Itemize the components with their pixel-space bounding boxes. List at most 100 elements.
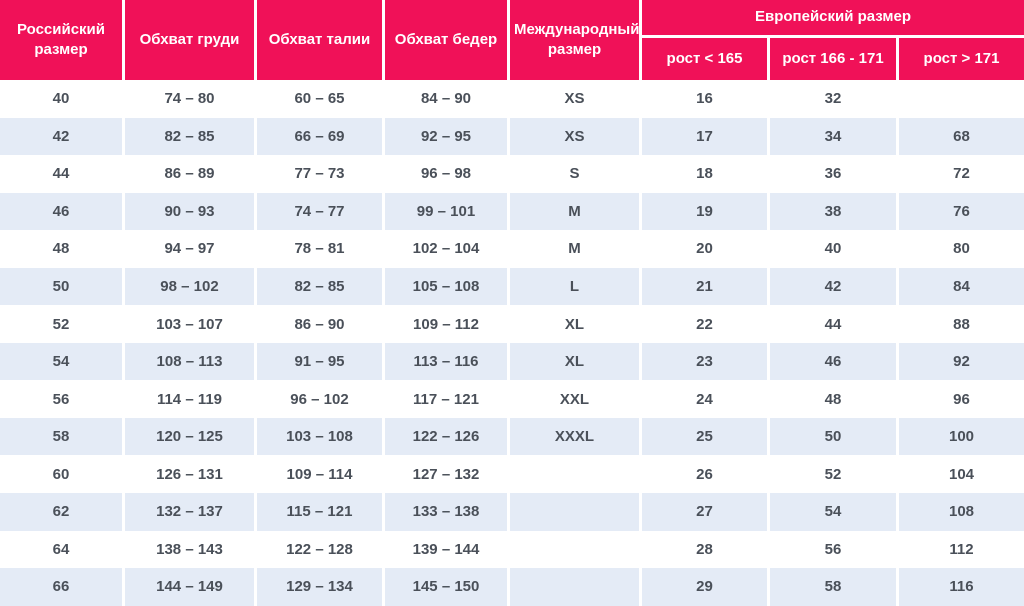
table-cell: 56	[770, 530, 899, 569]
table-cell: 40	[0, 80, 125, 118]
table-cell: 92 – 95	[385, 117, 510, 156]
table-cell: 98 – 102	[125, 267, 257, 306]
table-cell: 66 – 69	[257, 117, 385, 156]
table-cell: 104	[899, 455, 1024, 494]
col-header-height-lt-165: рост < 165	[642, 38, 770, 80]
table-cell: 84 – 90	[385, 80, 510, 118]
table-cell: 56	[0, 380, 125, 418]
table-cell: 27	[642, 493, 770, 531]
table-cell: 52	[770, 455, 899, 494]
table-cell: 38	[770, 192, 899, 231]
table-cell: S	[510, 155, 642, 193]
table-row: 40 74 – 80 60 – 65 84 – 90 XS 16 32	[0, 80, 1024, 118]
table-cell: 115 – 121	[257, 493, 385, 531]
table-cell: 122 – 126	[385, 417, 510, 456]
table-row: 60 126 – 131 109 – 114 127 – 132 26 52 104	[0, 455, 1024, 494]
table-cell: 132 – 137	[125, 493, 257, 531]
table-cell: XS	[510, 80, 642, 118]
table-cell: 117 – 121	[385, 380, 510, 418]
table-cell: 58	[0, 417, 125, 456]
table-cell: L	[510, 267, 642, 306]
table-body: 40 74 – 80 60 – 65 84 – 90 XS 16 32 42 82 – 85 66…	[0, 80, 1024, 606]
table-cell: 72	[899, 155, 1024, 193]
table-cell: 84	[899, 267, 1024, 306]
table-cell: 120 – 125	[125, 417, 257, 456]
table-cell: 94 – 97	[125, 230, 257, 268]
table-cell: 21	[642, 267, 770, 306]
table-row: 58 120 – 125 103 – 108 122 – 126 XXXL 25 50 100	[0, 417, 1024, 456]
table-cell: 26	[642, 455, 770, 494]
table-cell: 54	[0, 342, 125, 381]
table-cell: 77 – 73	[257, 155, 385, 193]
table-cell: 32	[770, 80, 899, 118]
table-cell: XXL	[510, 380, 642, 418]
table-cell: 46	[0, 192, 125, 231]
table-cell: 54	[770, 493, 899, 531]
table-cell: 133 – 138	[385, 493, 510, 531]
col-header-european-size: Европейский размер	[642, 0, 1024, 38]
table-cell: 126 – 131	[125, 455, 257, 494]
col-header-russian-size: Российский размер	[0, 0, 125, 80]
table-cell: 18	[642, 155, 770, 193]
table-cell: 86 – 90	[257, 305, 385, 343]
table-cell: 25	[642, 417, 770, 456]
table-cell: 78 – 81	[257, 230, 385, 268]
table-cell: 102 – 104	[385, 230, 510, 268]
col-header-waist: Обхват талии	[257, 0, 385, 80]
table-cell: 68	[899, 117, 1024, 156]
table-cell: 42	[0, 117, 125, 156]
table-row: 54 108 – 113 91 – 95 113 – 116 XL 23 46 92	[0, 342, 1024, 381]
table-cell: 34	[770, 117, 899, 156]
table-cell: XL	[510, 342, 642, 381]
table-cell: 52	[0, 305, 125, 343]
table-cell: 138 – 143	[125, 530, 257, 569]
table-cell	[510, 530, 642, 569]
table-row: 48 94 – 97 78 – 81 102 – 104 M 20 40 80	[0, 230, 1024, 268]
header-row-top: Российский размер Обхват груди Обхват та…	[0, 0, 1024, 80]
table-row: 62 132 – 137 115 – 121 133 – 138 27 54 108	[0, 493, 1024, 531]
table-row: 52 103 – 107 86 – 90 109 – 112 XL 22 44 88	[0, 305, 1024, 343]
table-row: 44 86 – 89 77 – 73 96 – 98 S 18 36 72	[0, 155, 1024, 193]
table-cell: 103 – 107	[125, 305, 257, 343]
table-cell: 116	[899, 568, 1024, 606]
table-cell: 92	[899, 342, 1024, 381]
table-cell: 42	[770, 267, 899, 306]
table-cell	[510, 455, 642, 494]
table-row: 64 138 – 143 122 – 128 139 – 144 28 56 112	[0, 530, 1024, 569]
table-header: Российский размер Обхват груди Обхват та…	[0, 0, 1024, 80]
table-cell: 22	[642, 305, 770, 343]
col-header-chest: Обхват груди	[125, 0, 257, 80]
col-header-height-166-171: рост 166 - 171	[770, 38, 899, 80]
table-cell: 80	[899, 230, 1024, 268]
table-cell: 20	[642, 230, 770, 268]
table-cell: 100	[899, 417, 1024, 456]
table-cell: 74 – 80	[125, 80, 257, 118]
table-cell: 103 – 108	[257, 417, 385, 456]
table-cell: 17	[642, 117, 770, 156]
col-header-hips: Обхват бедер	[385, 0, 510, 80]
table-cell: 62	[0, 493, 125, 531]
table-cell: 50	[770, 417, 899, 456]
col-header-international-size: Международный размер	[510, 0, 642, 80]
table-cell: 82 – 85	[257, 267, 385, 306]
table-cell: 23	[642, 342, 770, 381]
table-cell: 60 – 65	[257, 80, 385, 118]
table-cell: 86 – 89	[125, 155, 257, 193]
table-cell: 127 – 132	[385, 455, 510, 494]
table-cell: 60	[0, 455, 125, 494]
table-cell: 40	[770, 230, 899, 268]
table-cell: 99 – 101	[385, 192, 510, 231]
table-cell: 19	[642, 192, 770, 231]
table-cell: 96	[899, 380, 1024, 418]
table-row: 50 98 – 102 82 – 85 105 – 108 L 21 42 84	[0, 267, 1024, 306]
table-cell: 64	[0, 530, 125, 569]
table-cell: 88	[899, 305, 1024, 343]
table-cell: 96 – 102	[257, 380, 385, 418]
table-cell: 105 – 108	[385, 267, 510, 306]
table-row: 46 90 – 93 74 – 77 99 – 101 M 19 38 76	[0, 192, 1024, 231]
table-cell	[510, 568, 642, 606]
table-cell: 108 – 113	[125, 342, 257, 381]
table-cell: 36	[770, 155, 899, 193]
table-cell: 108	[899, 493, 1024, 531]
